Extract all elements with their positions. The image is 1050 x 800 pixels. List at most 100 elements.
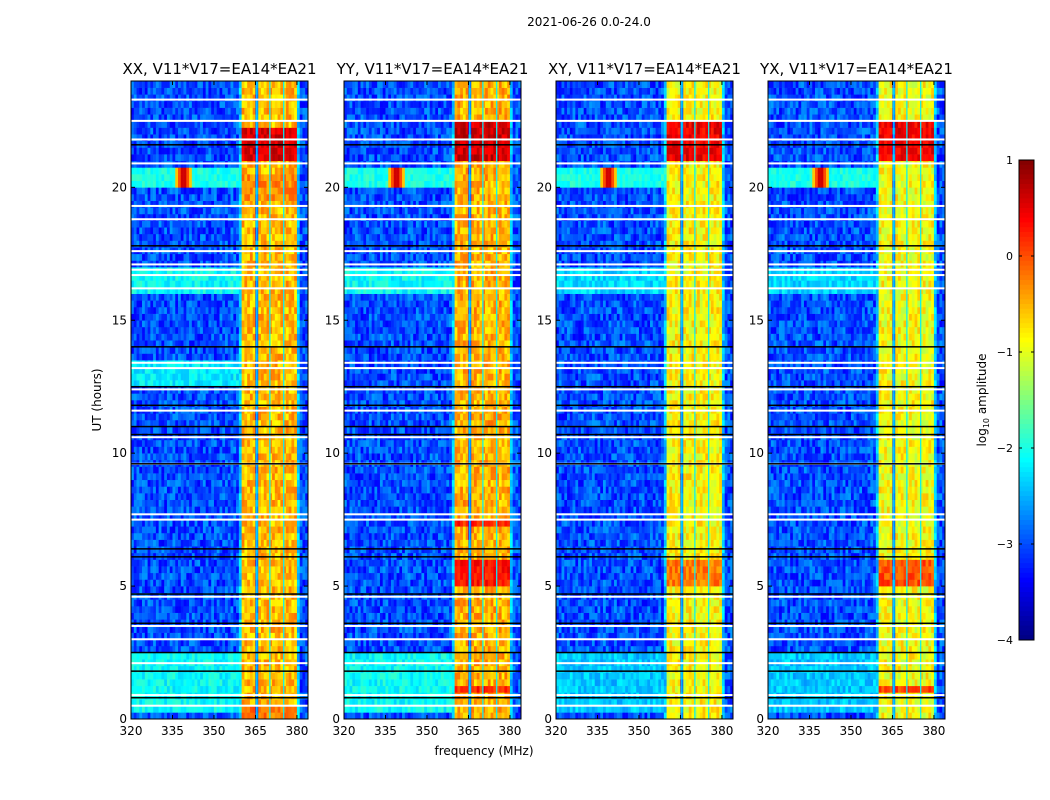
heatmap-cell (172, 380, 176, 388)
heatmap-cell (266, 679, 270, 687)
heatmap-cell (191, 273, 195, 281)
heatmap-cell (175, 227, 179, 235)
heatmap-cell (169, 213, 173, 221)
heatmap-cell (272, 672, 276, 680)
heatmap-cell (178, 366, 182, 374)
heatmap-cell (158, 712, 162, 720)
heatmap-cell (191, 632, 195, 640)
heatmap-cell (180, 559, 184, 567)
heatmap-cell (191, 287, 195, 294)
heatmap-cell (208, 599, 212, 607)
heatmap-cell (294, 287, 298, 294)
heatmap-cell (288, 672, 292, 680)
heatmap-cell (233, 606, 237, 613)
heatmap-cell (213, 612, 218, 620)
heatmap-cell (142, 453, 146, 461)
heatmap-cell (219, 306, 223, 314)
heatmap-cell (216, 486, 220, 494)
heatmap-cell (277, 679, 281, 687)
heatmap-cell (202, 546, 206, 554)
heatmap-cell (200, 499, 204, 507)
heatmap-cell (136, 466, 140, 474)
heatmap-cell (144, 632, 148, 640)
heatmap-cell (136, 639, 140, 647)
heatmap-cell (233, 313, 237, 321)
heatmap-cell (236, 526, 240, 534)
heatmap-cell (230, 632, 234, 640)
heatmap-cell (283, 220, 287, 228)
heatmap-cell (147, 632, 151, 640)
heatmap-cell (172, 539, 176, 547)
heatmap-cell (197, 253, 201, 261)
heatmap-cell (277, 213, 281, 221)
heatmap-cell (288, 280, 292, 288)
heatmap-cell (249, 539, 253, 547)
heatmap-cell (150, 280, 154, 288)
heatmap-cell (144, 227, 148, 235)
heatmap-cell (205, 353, 209, 361)
heatmap-cell (155, 519, 159, 527)
heatmap-cell (131, 273, 135, 281)
heatmap-cell (161, 393, 165, 401)
heatmap-cell (272, 579, 276, 587)
heatmap-cell (291, 446, 295, 454)
heatmap-cell (211, 466, 215, 474)
heatmap-cell (194, 665, 198, 673)
heatmap-cell (180, 400, 184, 407)
heatmap-cell (247, 639, 251, 647)
heatmap-cell (153, 679, 157, 687)
heatmap-cell (169, 579, 173, 587)
heatmap-cell (172, 373, 176, 381)
heatmap-cell (227, 240, 231, 248)
heatmap-cell (233, 293, 237, 301)
heatmap-cell (155, 273, 159, 281)
heatmap-cell (164, 625, 168, 633)
heatmap-cell (269, 712, 273, 720)
heatmap-cell (153, 699, 157, 707)
heatmap-cell (236, 466, 240, 474)
heatmap-cell (213, 705, 218, 713)
heatmap-cell (197, 512, 201, 520)
heatmap-cell (189, 227, 193, 235)
heatmap-cell (161, 512, 165, 520)
heatmap-cell (277, 526, 281, 534)
heatmap-cell (299, 473, 303, 481)
heatmap-cell (236, 453, 240, 461)
heatmap-cell (213, 586, 218, 594)
heatmap-cell (194, 366, 198, 374)
heatmap-cell (183, 240, 187, 248)
heatmap-cell (150, 493, 154, 500)
heatmap-cell (205, 526, 209, 534)
heatmap-cell (158, 699, 162, 707)
heatmap-cell (186, 240, 190, 248)
heatmap-cell (131, 193, 135, 201)
heatmap-cell (131, 380, 135, 388)
heatmap-cell (294, 393, 298, 401)
heatmap-cell (142, 373, 146, 381)
heatmap-cell (283, 572, 287, 580)
heatmap-cell (241, 519, 245, 527)
heatmap-cell (183, 453, 187, 461)
heatmap-cell (247, 353, 251, 361)
heatmap-cell (166, 380, 171, 388)
heatmap-cell (158, 612, 162, 620)
heatmap-cell (252, 280, 256, 288)
heatmap-cell (194, 632, 198, 640)
heatmap-cell (169, 227, 173, 235)
heatmap-cell (227, 333, 231, 341)
heatmap-cell (205, 532, 209, 540)
heatmap-cell (227, 519, 231, 527)
heatmap-cell (260, 333, 265, 341)
heatmap-cell (272, 373, 276, 381)
heatmap-cell (142, 665, 146, 673)
heatmap-cell (161, 207, 165, 215)
heatmap-cell (305, 333, 309, 341)
heatmap-cell (142, 366, 146, 374)
heatmap-cell (147, 506, 151, 514)
heatmap-cell (244, 625, 248, 633)
heatmap-cell (139, 493, 143, 500)
heatmap-cell (213, 346, 218, 354)
heatmap-cell (291, 559, 295, 567)
heatmap-cell (161, 473, 165, 481)
heatmap-cell (153, 233, 157, 241)
